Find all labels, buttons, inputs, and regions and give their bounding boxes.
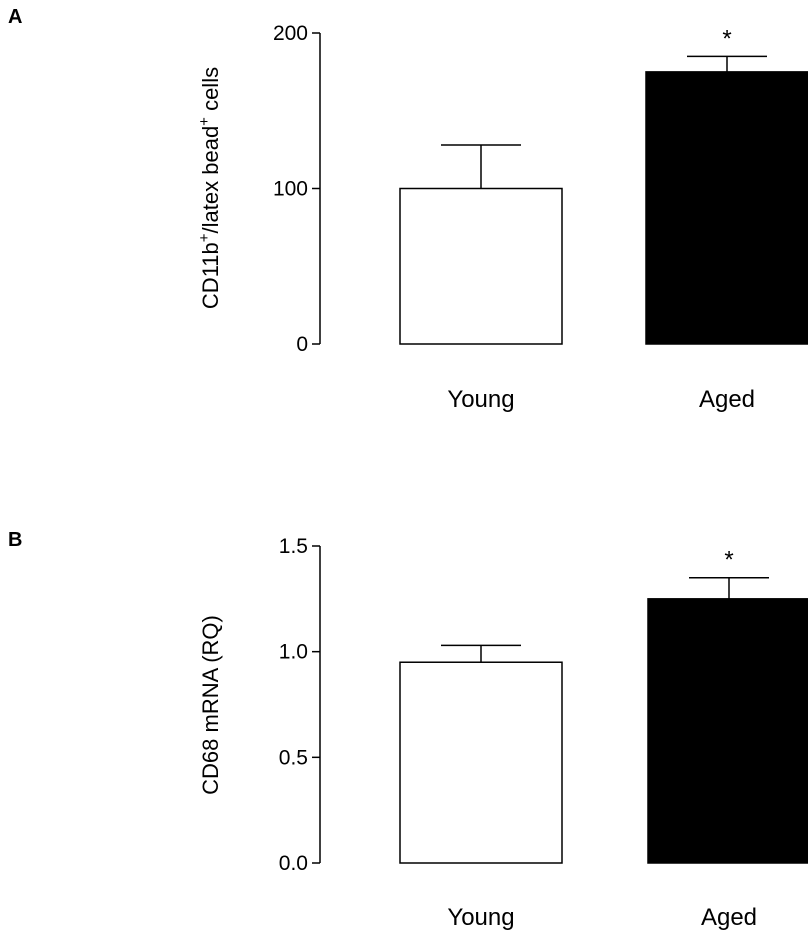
panel-a: A 0 100 200 Young * Aged CD11b+/latex bead+ ce… xyxy=(0,0,808,450)
chart-b-significance-marker: * xyxy=(724,547,733,574)
chart-b-category-label: Young xyxy=(447,904,514,931)
panel-b-label: B xyxy=(8,529,23,551)
panel-b: B 0.0 0.5 1.0 1.5 Young * Aged CD68 mRNA (RQ) xyxy=(0,515,808,935)
chart-a-significance-marker: * xyxy=(722,25,731,52)
chart-a-ytick-label: 100 xyxy=(273,178,308,201)
chart-a-category-label: Aged xyxy=(699,386,755,413)
chart-a-ytick-label: 200 xyxy=(273,22,308,45)
chart-b-ytick-label: 1.0 xyxy=(279,641,308,664)
chart-b: 0.0 0.5 1.0 1.5 Young * Aged CD68 mRNA (RQ) xyxy=(198,535,808,931)
chart-a-bar-aged xyxy=(645,71,808,345)
chart-a-bar-young xyxy=(399,187,563,345)
chart-a: 0 100 200 Young * Aged CD11b+/latex bead+ cell… xyxy=(196,22,808,413)
chart-a-category-label: Young xyxy=(447,386,514,413)
chart-b-ytick-label: 1.5 xyxy=(279,535,308,558)
panel-a-label: A xyxy=(8,6,23,28)
chart-a-ylabel: CD11b+/latex bead+ cells xyxy=(196,67,223,309)
chart-b-ylabel: CD68 mRNA (RQ) xyxy=(198,615,223,795)
chart-b-bar-young xyxy=(399,661,563,864)
chart-b-ytick-label: 0.0 xyxy=(279,852,308,875)
chart-b-bar-aged xyxy=(647,598,808,864)
chart-b-ytick-label: 0.5 xyxy=(279,746,308,769)
chart-b-category-label: Aged xyxy=(701,904,757,931)
chart-a-ytick-label: 0 xyxy=(296,333,308,356)
